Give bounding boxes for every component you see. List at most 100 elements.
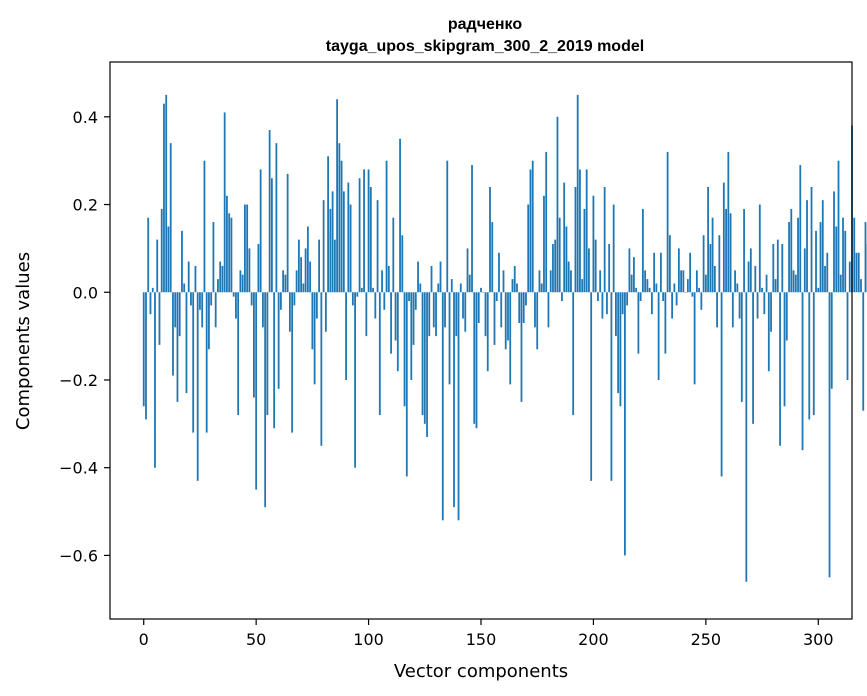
bar-92 [349, 204, 352, 293]
bar-299 [815, 230, 817, 293]
bar-25 [199, 292, 201, 310]
bar-238 [677, 248, 680, 293]
bar-252 [709, 244, 712, 293]
bar-273 [756, 292, 759, 319]
bar-177 [540, 283, 543, 293]
bar-30 [210, 292, 213, 306]
bar-96 [358, 178, 361, 293]
bar-297 [810, 187, 813, 293]
bar-166 [516, 283, 518, 293]
bar-222 [641, 208, 644, 293]
bar-316 [853, 217, 856, 293]
bar-247 [698, 287, 700, 293]
bar-172 [529, 169, 532, 293]
bar-series [142, 94, 867, 582]
bar-207 [608, 244, 611, 293]
bar-77 [315, 292, 318, 319]
bar-251 [707, 187, 709, 293]
bar-318 [857, 252, 860, 293]
bar-143 [464, 292, 467, 332]
bar-286 [785, 292, 788, 341]
bar-128 [430, 265, 433, 293]
x-tick-label-0: 0 [139, 630, 149, 649]
bar-242 [686, 279, 689, 293]
bar-209 [612, 204, 615, 293]
bar-17 [181, 230, 183, 293]
bar-256 [718, 235, 721, 293]
bar-52 [259, 169, 262, 293]
bar-309 [837, 160, 840, 293]
bar-79 [320, 292, 323, 446]
x-axis-label: Vector components [394, 661, 568, 682]
bar-131 [437, 283, 440, 293]
bar-264 [736, 283, 739, 293]
bar-296 [808, 292, 811, 420]
bar-82 [327, 156, 329, 293]
bar-262 [731, 292, 734, 328]
bar-230 [659, 252, 662, 293]
bar-50 [255, 292, 258, 490]
bar-2 [147, 217, 150, 293]
bar-83 [329, 208, 332, 293]
bar-263 [734, 270, 736, 293]
bar-279 [770, 292, 772, 332]
bar-119 [410, 292, 413, 380]
bar-226 [650, 292, 653, 315]
bar-181 [549, 270, 552, 293]
bar-237 [675, 292, 678, 306]
bar-155 [491, 222, 494, 293]
bar-68 [295, 270, 298, 293]
bar-57 [270, 178, 273, 293]
bar-187 [563, 182, 566, 293]
bar-10 [165, 94, 168, 293]
bar-214 [624, 292, 626, 556]
bar-75 [311, 292, 314, 350]
bar-22 [192, 292, 195, 433]
x-tick-label-6: 300 [803, 630, 834, 649]
bar-189 [567, 261, 570, 293]
bar-175 [536, 292, 539, 350]
bar-153 [486, 292, 489, 372]
bar-285 [783, 292, 786, 407]
bar-160 [502, 270, 505, 293]
bar-271 [752, 292, 754, 424]
bar-32 [214, 292, 217, 328]
bar-144 [466, 248, 469, 293]
bar-85 [333, 239, 336, 293]
bar-76 [313, 292, 316, 385]
bar-48 [250, 292, 253, 306]
bar-63 [284, 274, 287, 293]
bar-156 [493, 292, 496, 345]
bar-304 [826, 252, 829, 293]
bar-223 [644, 270, 647, 293]
bar-5 [154, 292, 156, 468]
bar-64 [286, 173, 289, 293]
bar-31 [212, 222, 215, 293]
bar-192 [574, 187, 577, 293]
bar-239 [680, 270, 683, 293]
bar-154 [489, 187, 491, 293]
bar-54 [264, 292, 267, 508]
bar-208 [610, 292, 613, 481]
bar-114 [399, 138, 401, 293]
bar-220 [637, 292, 640, 354]
bar-139 [455, 292, 458, 337]
bar-41 [235, 292, 237, 319]
x-tick-label-5: 250 [691, 630, 722, 649]
bar-310 [839, 274, 842, 293]
bar-302 [821, 200, 824, 293]
bar-127 [428, 292, 431, 337]
bar-62 [282, 270, 285, 293]
bar-184 [556, 116, 559, 293]
bar-0 [142, 292, 145, 407]
bar-173 [531, 160, 534, 293]
bar-170 [525, 292, 527, 306]
bar-44 [241, 274, 244, 293]
bar-113 [396, 292, 399, 372]
bar-193 [576, 94, 579, 293]
bar-67 [293, 292, 296, 306]
bar-319 [860, 279, 862, 293]
bar-88 [340, 160, 343, 293]
bar-58 [273, 292, 276, 429]
bar-203 [599, 270, 602, 293]
